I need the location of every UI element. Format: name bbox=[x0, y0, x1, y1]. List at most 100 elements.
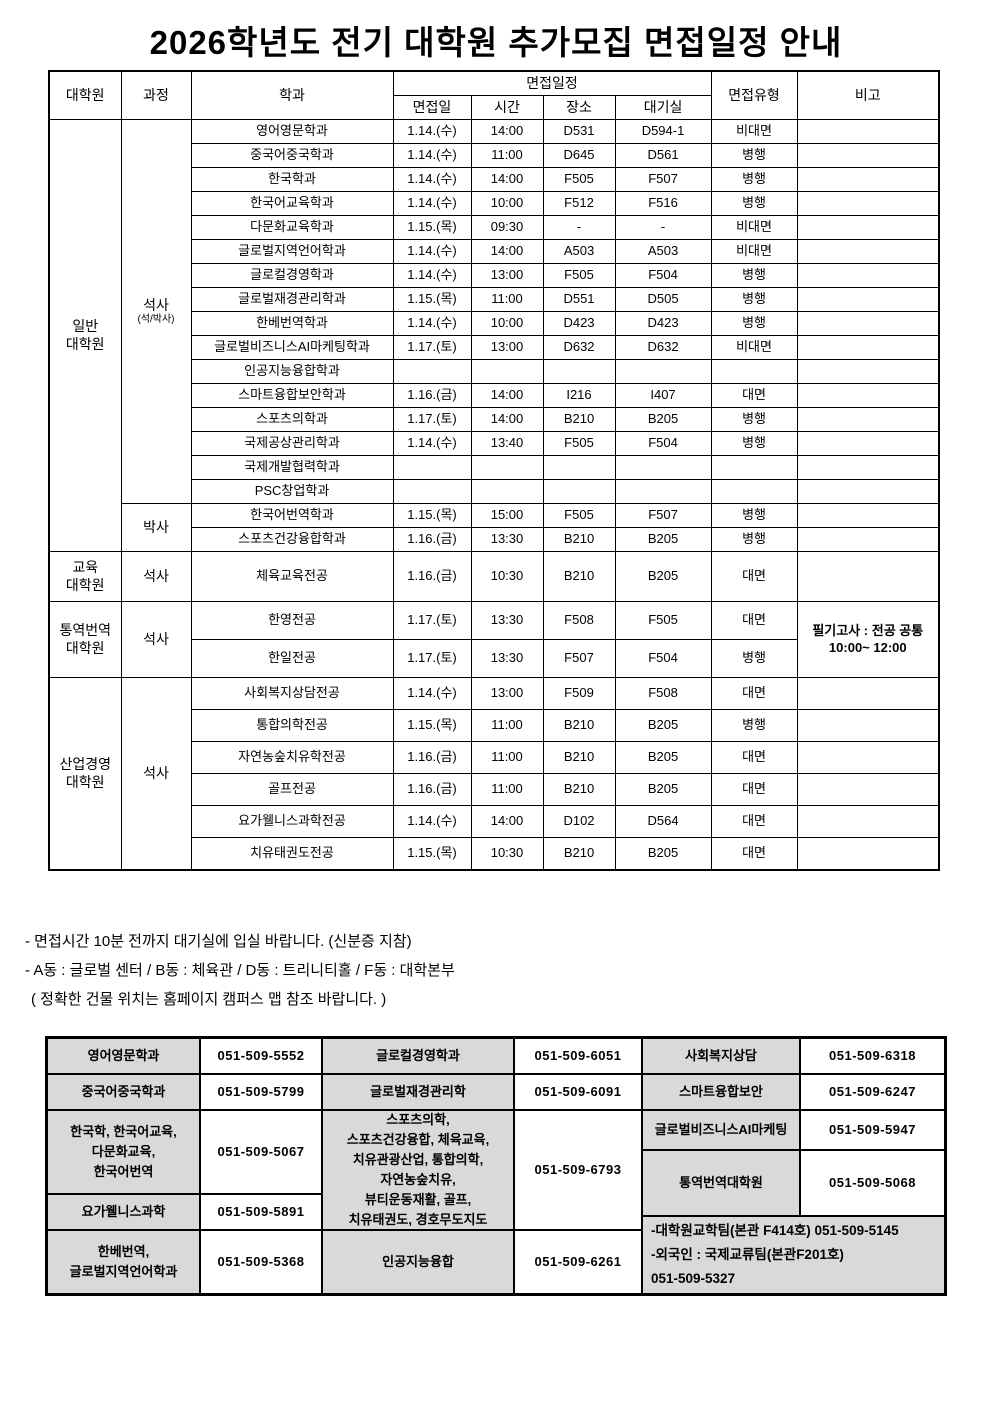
cell-date: 1.14.(수) bbox=[392, 119, 472, 144]
cell-note bbox=[796, 263, 940, 288]
cell-track: 석사 bbox=[120, 551, 192, 602]
cell-time bbox=[470, 359, 544, 384]
cell-time: 14:00 bbox=[470, 805, 544, 838]
cell-time: 14:00 bbox=[470, 383, 544, 408]
cell-dept: 인공지능융합학과 bbox=[190, 359, 394, 384]
contact-row: 글로벌비즈니스AI마케팅 051-509-5947 bbox=[642, 1110, 945, 1150]
schedule-row: 다문화교육학과 1.15.(목) 09:30- - 비대면 bbox=[49, 215, 940, 240]
cell-wait: D423 bbox=[614, 311, 712, 336]
cell-wait: A503 bbox=[614, 239, 712, 264]
contact-row: 사회복지상담 051-509-6318 bbox=[642, 1038, 945, 1074]
schedule-row: 글로벌지역언어학과 1.14.(수) 14:00 A503 A503 비대면 bbox=[49, 239, 940, 264]
schedule-row: 치유태권도전공 1.15.(목) 10:30 B210 B205 대면 bbox=[49, 837, 940, 871]
header-type: 면접유형 bbox=[710, 70, 798, 120]
contact-phone: 051-509-6261 bbox=[514, 1230, 642, 1294]
cell-time: 11:00 bbox=[470, 287, 544, 312]
cell-type: 병행 bbox=[710, 527, 798, 552]
cell-wait: - bbox=[614, 215, 712, 240]
cell-date: 1.14.(수) bbox=[392, 167, 472, 192]
cell-type: 병행 bbox=[710, 191, 798, 216]
schedule-row: 스포츠의학과 1.17.(토) 14:00 B210 B205 병행 bbox=[49, 407, 940, 432]
cell-date: 1.14.(수) bbox=[392, 263, 472, 288]
cell-time: 13:40 bbox=[470, 431, 544, 456]
contact-name: 글로벌비즈니스AI마케팅 bbox=[642, 1110, 800, 1150]
cell-note bbox=[796, 383, 940, 408]
cell-room: D645 bbox=[542, 143, 616, 168]
cell-date: 1.14.(수) bbox=[392, 805, 472, 838]
cell-dept: 한일전공 bbox=[190, 639, 394, 678]
cell-wait bbox=[614, 359, 712, 384]
cell-room: F509 bbox=[542, 677, 616, 710]
cell-dept: 스포츠건강융합학과 bbox=[190, 527, 394, 552]
cell-time: 11:00 bbox=[470, 741, 544, 774]
cell-room: D632 bbox=[542, 335, 616, 360]
cell-wait: B205 bbox=[614, 551, 712, 602]
contact-phone: 051-509-5067 bbox=[200, 1110, 322, 1194]
cell-wait: F505 bbox=[614, 601, 712, 640]
schedule-row: 산업경영 대학원 석사 사회복지상담전공 1.14.(수) 13:00 F509 F508 대… bbox=[48, 677, 940, 871]
contact-row: 스마트융합보안 051-509-6247 bbox=[642, 1074, 945, 1110]
cell-time: 14:00 bbox=[470, 239, 544, 264]
cell-time: 10:00 bbox=[470, 191, 544, 216]
cell-note: 필기고사 : 전공 공통 10:00~ 12:00 bbox=[796, 601, 940, 678]
cell-type: 병행 bbox=[710, 709, 798, 742]
header-time: 시간 bbox=[470, 95, 544, 120]
schedule-row: 일반 대학원 석사 (석/박사) 영어영문학과 1.14.(수) 14:00 D531 D59… bbox=[48, 119, 940, 552]
cell-type: 병행 bbox=[710, 167, 798, 192]
cell-date bbox=[392, 479, 472, 504]
cell-dept: 한국어교육학과 bbox=[190, 191, 394, 216]
schedule-row: 자연농숲치유학전공 1.16.(금) 11:00 B210 B205 대면 bbox=[49, 741, 940, 774]
cell-track: 석사 (석/박사) bbox=[120, 119, 192, 504]
cell-date: 1.14.(수) bbox=[392, 191, 472, 216]
schedule-row: PSC창업학과 bbox=[49, 479, 940, 504]
cell-wait: F504 bbox=[614, 639, 712, 678]
cell-wait: D594-1 bbox=[614, 119, 712, 144]
cell-date: 1.14.(수) bbox=[392, 431, 472, 456]
cell-room: F507 bbox=[542, 639, 616, 678]
cell-note bbox=[796, 503, 940, 528]
cell-note bbox=[796, 741, 940, 774]
cell-time: 10:30 bbox=[470, 837, 544, 871]
cell-date: 1.16.(금) bbox=[392, 773, 472, 806]
note-line: - A동 : 글로벌 센터 / B동 : 체육관 / D동 : 트리니티홀 / … bbox=[25, 962, 455, 979]
cell-room: B210 bbox=[542, 551, 616, 602]
contact-phone: 051-509-5368 bbox=[200, 1230, 322, 1294]
cell-track: 석사 bbox=[120, 677, 192, 871]
contact-phone: 051-509-6793 bbox=[514, 1110, 642, 1230]
cell-note bbox=[796, 479, 940, 504]
cell-wait: F504 bbox=[614, 431, 712, 456]
cell-type: 비대면 bbox=[710, 119, 798, 144]
cell-room: B210 bbox=[542, 709, 616, 742]
cell-time: 10:00 bbox=[470, 311, 544, 336]
cell-date bbox=[392, 455, 472, 480]
cell-note bbox=[796, 431, 940, 456]
contact-phone: 051-509-5068 bbox=[800, 1150, 945, 1216]
cell-wait: I407 bbox=[614, 383, 712, 408]
contact-phone: 051-509-5947 bbox=[800, 1110, 945, 1150]
contact-row: 중국어중국학과 051-509-5799 bbox=[47, 1074, 322, 1110]
cell-date: 1.15.(목) bbox=[392, 837, 472, 871]
cell-date: 1.14.(수) bbox=[392, 239, 472, 264]
cell-note bbox=[796, 709, 940, 742]
cell-time: 10:30 bbox=[470, 551, 544, 602]
cell-time: 11:00 bbox=[470, 709, 544, 742]
cell-dept: 스마트융합보안학과 bbox=[190, 383, 394, 408]
cell-date: 1.15.(목) bbox=[392, 503, 472, 528]
cell-date: 1.17.(토) bbox=[392, 407, 472, 432]
cell-time: 09:30 bbox=[470, 215, 544, 240]
schedule-row: 골프전공 1.16.(금) 11:00 B210 B205 대면 bbox=[49, 773, 940, 806]
cell-room: F505 bbox=[542, 167, 616, 192]
cell-dept: 글로벌지역언어학과 bbox=[190, 239, 394, 264]
cell-room: B210 bbox=[542, 407, 616, 432]
schedule-row: 인공지능융합학과 bbox=[49, 359, 940, 384]
cell-type: 병행 bbox=[710, 407, 798, 432]
cell-time: 14:00 bbox=[470, 407, 544, 432]
cell-wait: F507 bbox=[614, 503, 712, 528]
cell-type: 대면 bbox=[710, 741, 798, 774]
page-title: 2026학년도 전기 대학원 추가모집 면접일정 안내 bbox=[149, 24, 843, 61]
contact-row: 한베번역, 글로벌지역언어학과 051-509-5368 bbox=[47, 1230, 322, 1294]
contact-row: 글로벌재경관리학 051-509-6091 bbox=[322, 1074, 642, 1110]
cell-time: 11:00 bbox=[470, 773, 544, 806]
cell-wait bbox=[614, 479, 712, 504]
